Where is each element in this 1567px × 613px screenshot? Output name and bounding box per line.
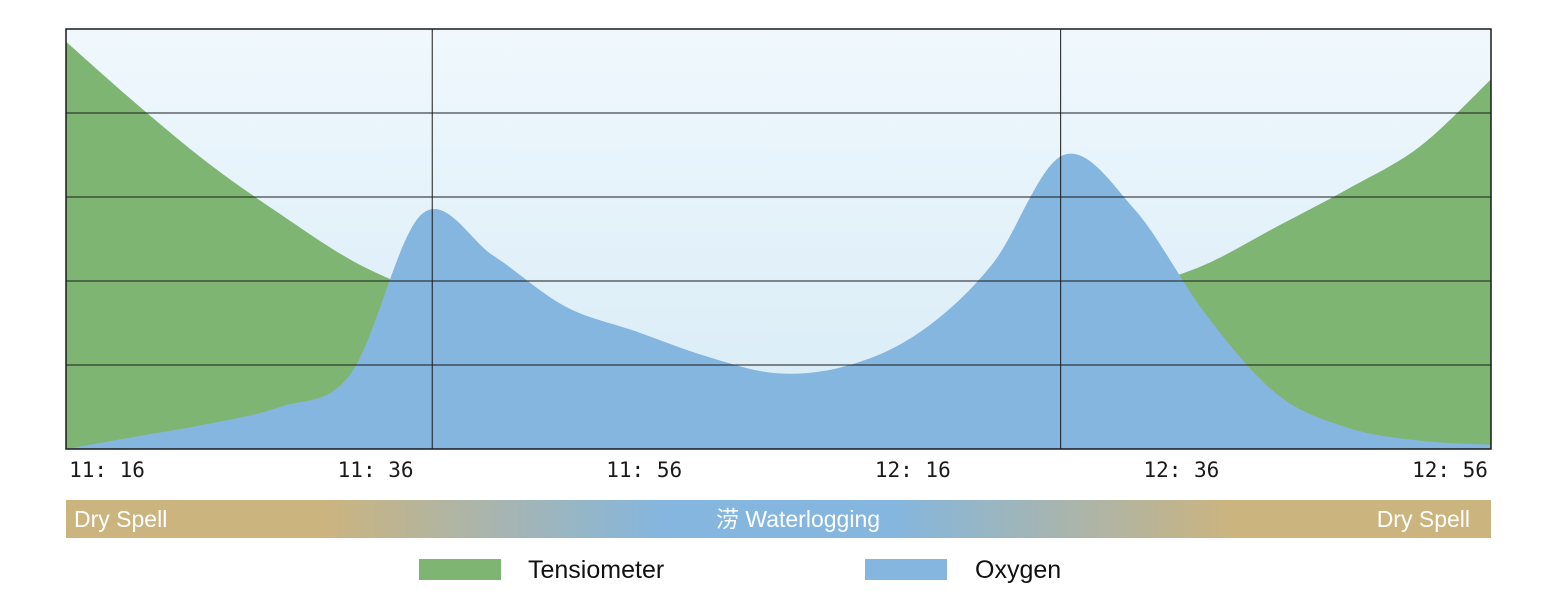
band-center-label: 涝 Waterlogging — [716, 506, 880, 532]
legend-label-oxygen: Oxygen — [975, 556, 1061, 584]
plot-frame — [65, 28, 1492, 450]
x-tick-label: 12: 56 — [1412, 458, 1488, 482]
band-right-label: Dry Spell — [1377, 506, 1470, 532]
condition-band: Dry Spell 涝 Waterlogging Dry Spell — [66, 500, 1491, 538]
legend-label-tensiometer: Tensiometer — [528, 556, 664, 584]
band-left-label: Dry Spell — [74, 506, 167, 532]
legend: Tensiometer Oxygen — [419, 556, 1061, 584]
series-layer — [66, 41, 1491, 449]
legend-swatch-oxygen — [865, 559, 947, 580]
x-tick-label: 11: 16 — [69, 458, 145, 482]
x-axis-ticks: 11: 16 11: 36 11: 56 12: 16 12: 36 12: 56 — [69, 458, 1488, 482]
x-tick-label: 11: 36 — [338, 458, 414, 482]
condition-band-bar — [66, 500, 1491, 538]
grid-layer — [66, 29, 1491, 449]
legend-swatch-tensiometer — [419, 559, 501, 580]
x-tick-label: 12: 36 — [1143, 458, 1219, 482]
series-area-oxygen — [66, 153, 1491, 449]
x-tick-label: 12: 16 — [875, 458, 951, 482]
x-tick-label: 11: 56 — [606, 458, 682, 482]
